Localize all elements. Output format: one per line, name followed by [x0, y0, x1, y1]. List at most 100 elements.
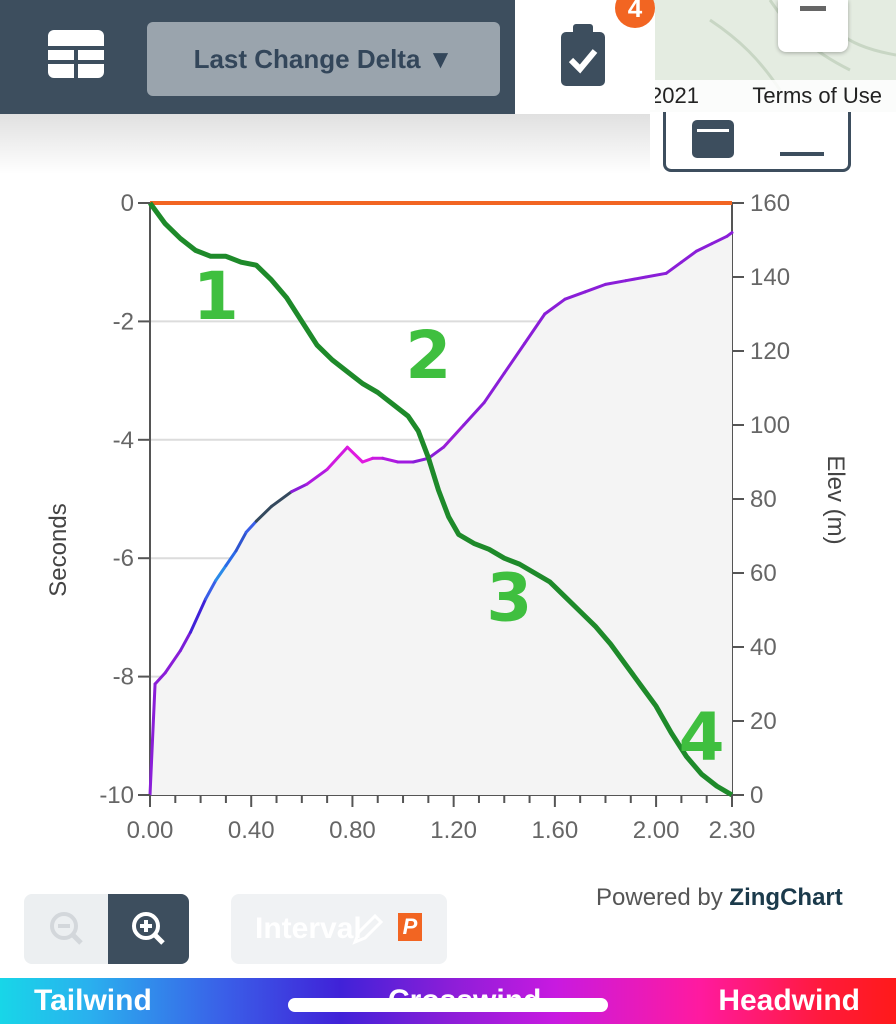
x-tick-label-1: 0.40 [228, 817, 275, 844]
y2-tick-label-6: 40 [750, 634, 777, 661]
elevation-segment-18 [381, 456, 400, 464]
y2-tick-label-2: 120 [750, 338, 790, 365]
elevation-segment-29 [583, 282, 607, 294]
terms-of-use-link[interactable]: Terms of Use [752, 83, 882, 108]
elevation-segment-13 [305, 467, 329, 486]
minimize-icon[interactable] [780, 152, 824, 156]
annotation-3: 3 [486, 560, 532, 637]
elevation-segment-22 [442, 423, 466, 449]
zoom-controls [24, 894, 189, 964]
elevation-segment-25 [502, 342, 527, 375]
annotations: 1 2 3 4 [193, 258, 725, 776]
minus-icon [800, 6, 826, 11]
table-icon-divider [74, 46, 78, 78]
y2-axis-title: Elev (m) [822, 455, 849, 544]
elevation-segment-34 [679, 249, 699, 264]
elevation-segment-4 [188, 597, 208, 634]
elevation-segment-33 [664, 260, 683, 275]
headwind-label: Headwind [718, 984, 860, 1017]
map-preview[interactable]: 2021 Terms of Use [650, 0, 896, 112]
annotation-4: 4 [679, 699, 725, 776]
y2-axis: 160 140 120 100 80 60 40 20 0 [732, 190, 790, 809]
pencil-icon [352, 913, 384, 945]
powered-by[interactable]: Powered by ZingChart [596, 884, 843, 912]
zoom-out-icon [50, 912, 83, 945]
y-tick-label-4: -8 [113, 664, 134, 691]
elevation-segment-28 [563, 290, 587, 301]
elevation-segment-2 [163, 649, 182, 675]
table-view-button[interactable] [48, 30, 104, 78]
elevation-segment-23 [462, 401, 486, 427]
x-axis: 0.00 0.40 0.80 1.20 1.60 2.00 2.30 [127, 795, 756, 844]
elevation-segment-1 [153, 671, 167, 686]
y2-tick-label-1: 140 [750, 264, 790, 291]
elevation-segment-26 [523, 312, 547, 346]
elevation-segment-36 [710, 234, 729, 246]
y-tick-label-3: -6 [113, 545, 134, 572]
elevation-segment-31 [624, 275, 648, 283]
elevation-line [148, 231, 734, 797]
y2-tick-label-4: 80 [750, 486, 777, 513]
elevation-segment-5 [204, 578, 218, 601]
elevation-segment-32 [644, 271, 668, 279]
x-tick-label-3: 1.20 [430, 817, 477, 844]
elevation-segment-20 [411, 456, 430, 464]
window-icon[interactable] [692, 120, 734, 158]
elevation-segment-8 [234, 530, 248, 553]
powered-prefix: Powered by [596, 884, 723, 911]
elevation-segment-35 [695, 242, 714, 253]
interval-label: Interval [255, 912, 362, 945]
y-tick-label-1: -2 [113, 308, 134, 335]
map-copyright: 2021 [650, 83, 699, 108]
elevation-area [150, 232, 732, 796]
elevation-segment-10 [254, 504, 273, 523]
elevation-segment-37 [725, 231, 734, 238]
tailwind-label: Tailwind [34, 984, 152, 1017]
metric-dropdown[interactable]: Last Change Delta ▼ [147, 22, 500, 96]
playback-slider[interactable] [288, 998, 608, 1012]
y2-tick-label-0: 160 [750, 190, 790, 217]
elevation-segment-24 [482, 371, 506, 405]
y2-tick-label-7: 20 [750, 708, 777, 735]
x-tick-label-2: 0.80 [329, 817, 376, 844]
elevation-segment-0 [148, 682, 157, 797]
header-shadow [0, 114, 650, 174]
x-tick-label-5: 2.00 [633, 817, 680, 844]
x-tick-label-6: 2.30 [709, 817, 756, 844]
y-axis: 0 -2 -4 -6 -8 -10 [99, 190, 150, 809]
elevation-segment-3 [178, 630, 192, 653]
x-tick-label-4: 1.60 [532, 817, 579, 844]
y2-tick-label-8: 0 [750, 782, 763, 809]
elevation-segment-6 [214, 564, 228, 582]
y2-tick-label-5: 60 [750, 560, 777, 587]
y-tick-label-2: -4 [113, 427, 134, 454]
elevation-segment-15 [345, 445, 365, 464]
elevation-segment-9 [244, 519, 258, 534]
y-tick-label-5: -10 [99, 782, 134, 809]
elevation-segment-21 [426, 445, 446, 460]
map-zoom-out-button[interactable] [778, 0, 848, 52]
zoom-in-icon [132, 912, 165, 945]
elevation-segment-16 [361, 456, 375, 464]
window-icon-pane [697, 129, 729, 153]
y2-tick-label-3: 100 [750, 412, 790, 439]
elevation-segment-27 [543, 297, 567, 316]
delta-line [147, 201, 734, 798]
map-attribution: 2021 Terms of Use [650, 80, 896, 112]
elevation-segment-12 [290, 482, 309, 494]
x-tick-label-0: 0.00 [127, 817, 174, 844]
annotation-1: 1 [193, 258, 239, 335]
zingchart-brand: ZingChart [729, 884, 843, 911]
elevation-segment-7 [224, 549, 238, 568]
premium-badge: P [398, 913, 422, 941]
elevation-segment-14 [325, 445, 349, 471]
clipboard-check-icon [561, 24, 605, 86]
annotation-2: 2 [405, 317, 451, 394]
y-axis-title: Seconds [45, 503, 72, 596]
elevation-segment-30 [603, 279, 628, 286]
y-tick-label-0: 0 [121, 190, 134, 217]
zoom-in-button[interactable] [108, 894, 189, 964]
zoom-out-button[interactable] [24, 894, 108, 964]
elevation-segment-11 [269, 490, 294, 508]
